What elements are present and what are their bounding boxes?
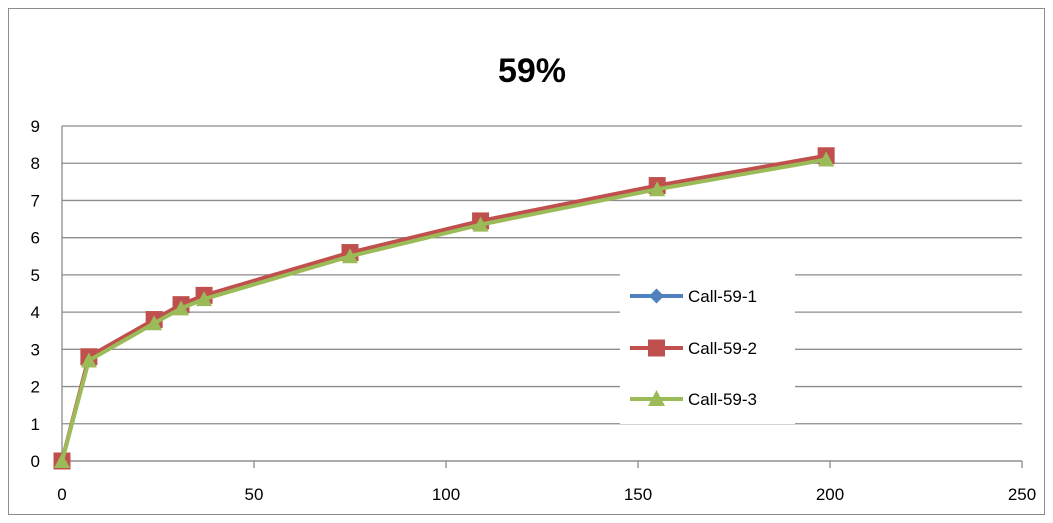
- y-tick-label: 4: [31, 303, 40, 322]
- y-tick-label: 9: [31, 117, 40, 136]
- y-tick-label: 0: [31, 452, 40, 471]
- legend-label-call-59-2: Call-59-2: [688, 339, 757, 358]
- y-tick-label: 6: [31, 229, 40, 248]
- series-call-59-3: [54, 151, 835, 468]
- data-point: [342, 248, 358, 264]
- legend-item-call-59-3: Call-59-3: [630, 390, 757, 409]
- x-tick-label: 0: [57, 485, 66, 504]
- x-tick-label: 250: [1008, 485, 1036, 504]
- y-tick-label: 1: [31, 415, 40, 434]
- legend-marker-call-59-3: [648, 390, 665, 406]
- y-tick-label: 2: [31, 378, 40, 397]
- chart-frame: [8, 8, 1045, 515]
- chart-title: 59%: [498, 52, 566, 90]
- x-tick-label: 50: [245, 485, 264, 504]
- data-point: [818, 151, 835, 167]
- y-axis: 0 1 2 3 4 5 6 7 8 9: [31, 117, 63, 471]
- y-tick-label: 5: [31, 266, 40, 285]
- data-point: [649, 181, 666, 197]
- y-tick-label: 8: [31, 154, 40, 173]
- data-point: [472, 216, 489, 232]
- data-point: [54, 453, 70, 468]
- legend-label-call-59-1: Call-59-1: [688, 287, 757, 306]
- x-tick-label: 100: [432, 485, 460, 504]
- legend-marker-call-59-2: [648, 339, 665, 357]
- legend-item-call-59-2: Call-59-2: [630, 339, 757, 358]
- y-tick-label: 7: [31, 191, 40, 210]
- x-tick-label: 200: [816, 485, 844, 504]
- data-point: [173, 300, 190, 316]
- y-tick-label: 3: [31, 340, 40, 359]
- data-point: [80, 352, 97, 368]
- x-axis: 0 50 100 150 200 250: [57, 460, 1036, 504]
- data-point: [196, 291, 213, 307]
- legend-label-call-59-3: Call-59-3: [688, 390, 757, 409]
- legend: Call-59-1 Call-59-2 Call-59-3: [620, 268, 795, 424]
- legend-item-call-59-1: Call-59-1: [630, 287, 757, 306]
- series-layer: [53, 147, 835, 470]
- legend-marker-call-59-1: [649, 288, 664, 304]
- data-point: [146, 315, 163, 331]
- x-tick-label: 150: [624, 485, 652, 504]
